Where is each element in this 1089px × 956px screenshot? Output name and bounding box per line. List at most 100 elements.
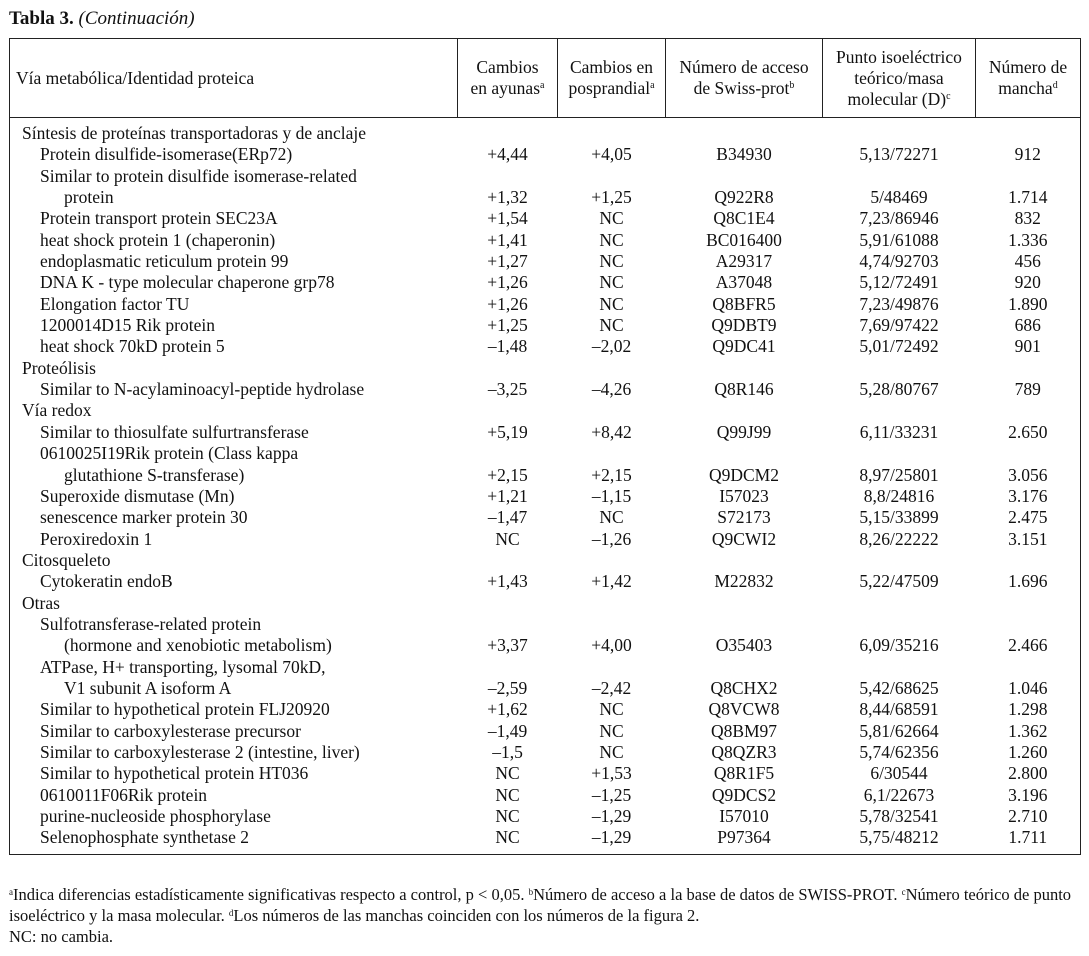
protein-name-line: Protein disulfide-isomerase(ERp72) xyxy=(40,144,293,165)
cell-ayunas: +1,62 xyxy=(487,699,528,720)
column-header-wrap: Punto isoeléctrico teórico/masa molecula… xyxy=(829,47,969,110)
column-header: Vía metabólica/Identidad proteica xyxy=(9,38,458,118)
table-row: Elongation factor TU +1,26 NC Q8BFR5 7,23/49… xyxy=(10,294,1081,315)
cell-pi-masa: 5,01/72492 xyxy=(859,336,939,357)
protein-name-line: Cytokeratin endoB xyxy=(40,571,173,592)
cell-ayunas: +1,27 xyxy=(487,251,528,272)
cell-acceso: Q8QZR3 xyxy=(711,741,777,762)
protein-name: Similar to hypothetical protein HT036 xyxy=(10,763,458,784)
column-header: Punto isoeléctrico teórico/masa molecula… xyxy=(822,38,976,118)
cell-posprandial: NC xyxy=(599,315,624,336)
cell-posprandial: NC xyxy=(599,720,624,741)
table-row: Similar to hypothetical protein FLJ20920… xyxy=(10,699,1081,720)
cell-pi-masa: 5,75/48212 xyxy=(859,827,939,848)
cell-acceso: Q9DBT9 xyxy=(711,315,777,336)
protein-name-line: heat shock protein 1 (chaperonin) xyxy=(40,229,276,250)
protein-name-line: Superoxide dismutase (Mn) xyxy=(40,485,235,506)
table-body: Síntesis de proteínas transportadoras y … xyxy=(10,118,1081,855)
cell-mancha: 456 xyxy=(1014,251,1041,272)
footnote-marker: d xyxy=(1052,80,1058,91)
section-heading: Síntesis de proteínas transportadoras y … xyxy=(22,123,367,143)
footnote-a: Indica diferencias estadísticamente sign… xyxy=(13,885,529,904)
cell-pi-masa: 4,74/92703 xyxy=(859,251,939,272)
cell-acceso: P97364 xyxy=(717,827,771,848)
cell-mancha: 901 xyxy=(1014,336,1041,357)
cell-acceso: Q99J99 xyxy=(716,421,772,442)
cell-acceso: A29317 xyxy=(715,251,773,272)
cell-mancha: 3.176 xyxy=(1008,485,1048,506)
table-row: Similar to thiosulfate sulfurtransferase… xyxy=(10,422,1081,443)
cell-posprandial: NC xyxy=(599,272,624,293)
cell-ayunas: –2,59 xyxy=(487,677,528,698)
footnote-marker: b xyxy=(528,887,534,897)
protein-name: endoplasmatic reticulum protein 99 xyxy=(10,251,458,272)
table-row: Similar to carboxylesterase precursor –1,… xyxy=(10,721,1081,742)
cell-acceso: Q9DC41 xyxy=(712,336,776,357)
cell-pi-masa: 5,91/61088 xyxy=(859,229,939,250)
cell-posprandial: –1,25 xyxy=(591,784,632,805)
cell-mancha: 912 xyxy=(1014,144,1041,165)
table-title: Tabla 3. (Continuación) xyxy=(9,8,195,30)
footnote-d: Los números de las manchas coinciden con… xyxy=(233,906,700,925)
column-header-wrap: Número de manchad xyxy=(988,57,1068,99)
table-row: endoplasmatic reticulum protein 99 +1,27 N… xyxy=(10,251,1081,272)
protein-name-line: (hormone and xenobiotic metabolism) xyxy=(64,635,332,656)
protein-name: Protein transport protein SEC23A xyxy=(10,208,458,229)
column-header: Cambios en ayunasa xyxy=(457,38,558,118)
footnote-marker: a xyxy=(540,80,545,91)
cell-posprandial: –2,42 xyxy=(591,677,632,698)
protein-name: 1200014D15 Rik protein xyxy=(10,315,458,336)
cell-ayunas: NC xyxy=(495,806,520,826)
cell-mancha: 1.890 xyxy=(1008,293,1048,314)
protein-name-line: V1 subunit A isoform A xyxy=(64,677,232,698)
table-row: Peroxiredoxin 1 NC –1,26 Q9CWI2 8,26/22222 3.… xyxy=(10,529,1081,550)
cell-ayunas: +1,54 xyxy=(487,208,528,229)
protein-name-line: 1200014D15 Rik protein xyxy=(40,315,215,336)
cell-ayunas: NC xyxy=(495,528,520,549)
protein-name-line: glutathione S-transferase) xyxy=(64,464,245,485)
cell-ayunas: –1,47 xyxy=(487,507,528,528)
table-header: Vía metabólica/Identidad proteica Cambios… xyxy=(9,38,1081,118)
protein-name: Selenophosphate synthetase 2 xyxy=(10,827,458,854)
column-header-label: Vía metabólica/Identidad proteica xyxy=(16,67,255,88)
protein-name: Similar to carboxylesterase 2 (intestine… xyxy=(10,742,458,763)
cell-mancha: 1.711 xyxy=(1008,827,1048,848)
cell-posprandial: NC xyxy=(599,507,624,528)
protein-name-line: Similar to carboxylesterase precursor xyxy=(40,720,301,741)
cell-mancha: 3.151 xyxy=(1008,528,1048,549)
protein-name: ATPase, H+ transporting, lysomal 70kD, V1… xyxy=(10,657,458,700)
cell-posprandial: NC xyxy=(599,229,624,250)
cell-pi-masa: 8,44/68591 xyxy=(859,699,939,720)
footnote-b: Número de acceso a la base de datos de S… xyxy=(533,885,902,904)
protein-name-line: Protein transport protein SEC23A xyxy=(40,208,278,229)
table-label: Tabla 3. xyxy=(9,8,74,29)
cell-acceso: Q9DCM2 xyxy=(708,464,779,485)
cell-acceso: B34930 xyxy=(716,144,772,165)
cell-posprandial: +1,25 xyxy=(591,187,632,208)
cell-ayunas: –1,5 xyxy=(492,741,523,762)
table-row: Protein transport protein SEC23A +1,54 NC Q… xyxy=(10,208,1081,229)
cell-ayunas: +3,37 xyxy=(487,635,528,656)
cell-pi-masa: 5,78/32541 xyxy=(859,806,939,826)
protein-name-line: heat shock 70kD protein 5 xyxy=(40,336,225,357)
cell-acceso: Q9DCS2 xyxy=(711,784,777,805)
cell-acceso: Q9CWI2 xyxy=(711,528,777,549)
footnote-nc: NC: no cambia. xyxy=(9,927,114,946)
protein-name-line: 0610025I19Rik protein (Class kappa xyxy=(40,443,299,464)
cell-pi-masa: 7,69/97422 xyxy=(859,315,939,336)
table-row: Similar to protein disulfide isomerase-r… xyxy=(10,166,1081,209)
cell-mancha: 832 xyxy=(1014,208,1041,229)
protein-name-line: Peroxiredoxin 1 xyxy=(40,528,153,549)
protein-name-line: 0610011F06Rik protein xyxy=(40,784,208,805)
cell-mancha: 3.196 xyxy=(1008,784,1048,805)
cell-ayunas: +1,41 xyxy=(487,229,528,250)
cell-acceso: Q8CHX2 xyxy=(710,677,778,698)
protein-name: Similar to thiosulfate sulfurtransferase xyxy=(10,422,458,443)
footnote-marker: b xyxy=(789,80,795,91)
cell-ayunas: +5,19 xyxy=(487,421,528,442)
cell-mancha: 1.046 xyxy=(1008,677,1048,698)
protein-name: Similar to N-acylaminoacyl-peptide hydro… xyxy=(10,379,458,400)
table-row: ATPase, H+ transporting, lysomal 70kD, V1… xyxy=(10,657,1081,700)
table-row: purine-nucleoside phosphorylase NC –1,29 I5… xyxy=(10,806,1081,827)
cell-acceso: Q8VCW8 xyxy=(708,699,780,720)
